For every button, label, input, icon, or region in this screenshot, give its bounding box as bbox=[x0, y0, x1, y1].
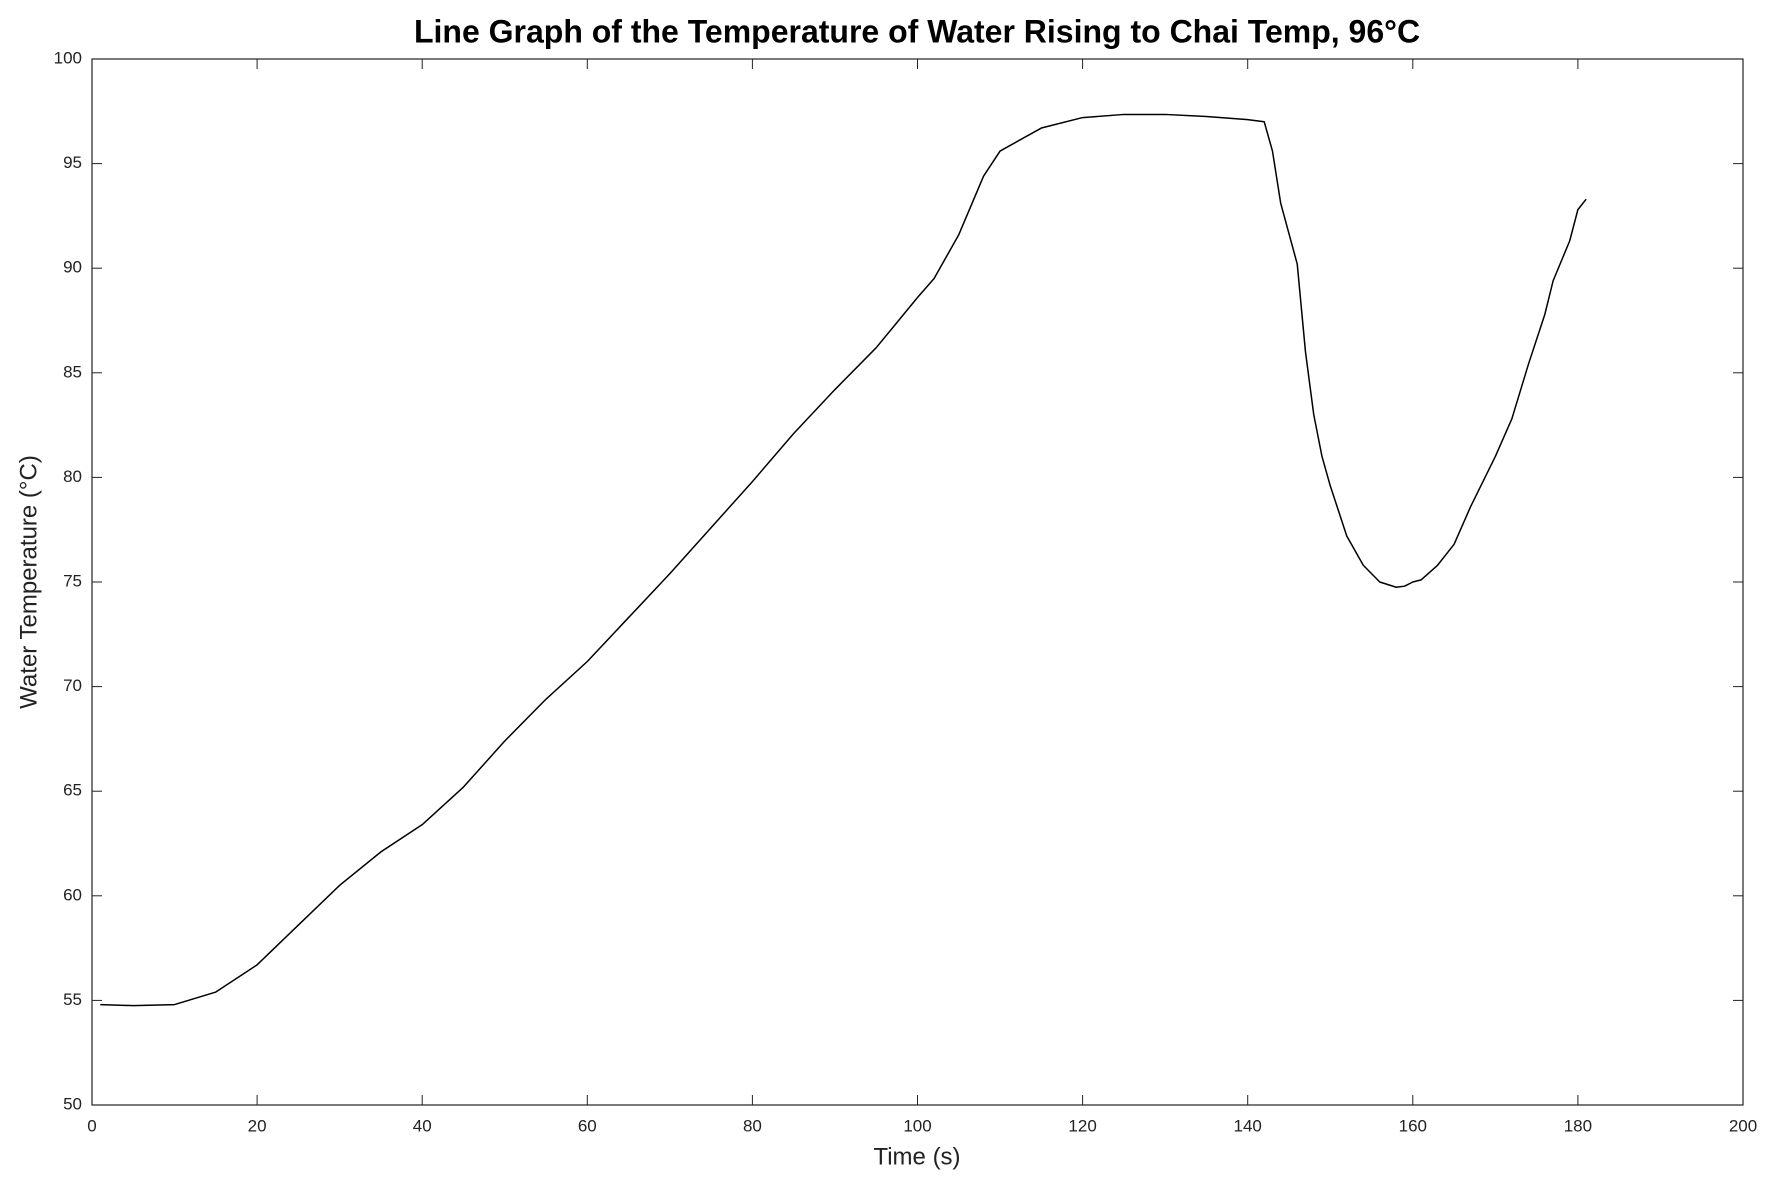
y-tick-label: 85 bbox=[63, 362, 82, 381]
x-tick-label: 200 bbox=[1729, 1116, 1757, 1135]
y-tick-label: 50 bbox=[63, 1094, 82, 1113]
y-tick-label: 90 bbox=[63, 258, 82, 277]
y-tick-label: 60 bbox=[63, 885, 82, 904]
y-tick-label: 80 bbox=[63, 467, 82, 486]
x-tick-label: 0 bbox=[87, 1116, 96, 1135]
y-tick-label: 100 bbox=[54, 48, 82, 67]
x-tick-label: 20 bbox=[248, 1116, 267, 1135]
x-tick-label: 120 bbox=[1068, 1116, 1096, 1135]
y-tick-label: 75 bbox=[63, 571, 82, 590]
x-tick-label: 180 bbox=[1564, 1116, 1592, 1135]
x-tick-label: 40 bbox=[413, 1116, 432, 1135]
x-tick-label: 140 bbox=[1234, 1116, 1262, 1135]
x-tick-label: 60 bbox=[578, 1116, 597, 1135]
y-tick-label: 65 bbox=[63, 781, 82, 800]
y-tick-label: 55 bbox=[63, 990, 82, 1009]
y-tick-label: 70 bbox=[63, 676, 82, 695]
x-tick-label: 160 bbox=[1399, 1116, 1427, 1135]
x-axis-label: Time (s) bbox=[873, 1143, 960, 1170]
y-tick-label: 95 bbox=[63, 153, 82, 172]
y-axis-label: Water Temperature (°C) bbox=[15, 455, 42, 709]
x-tick-label: 100 bbox=[903, 1116, 931, 1135]
chart-title: Line Graph of the Temperature of Water R… bbox=[414, 13, 1420, 49]
data-line bbox=[100, 113, 1587, 1007]
x-tick-label: 80 bbox=[743, 1116, 762, 1135]
plot-frame bbox=[91, 58, 1744, 1106]
